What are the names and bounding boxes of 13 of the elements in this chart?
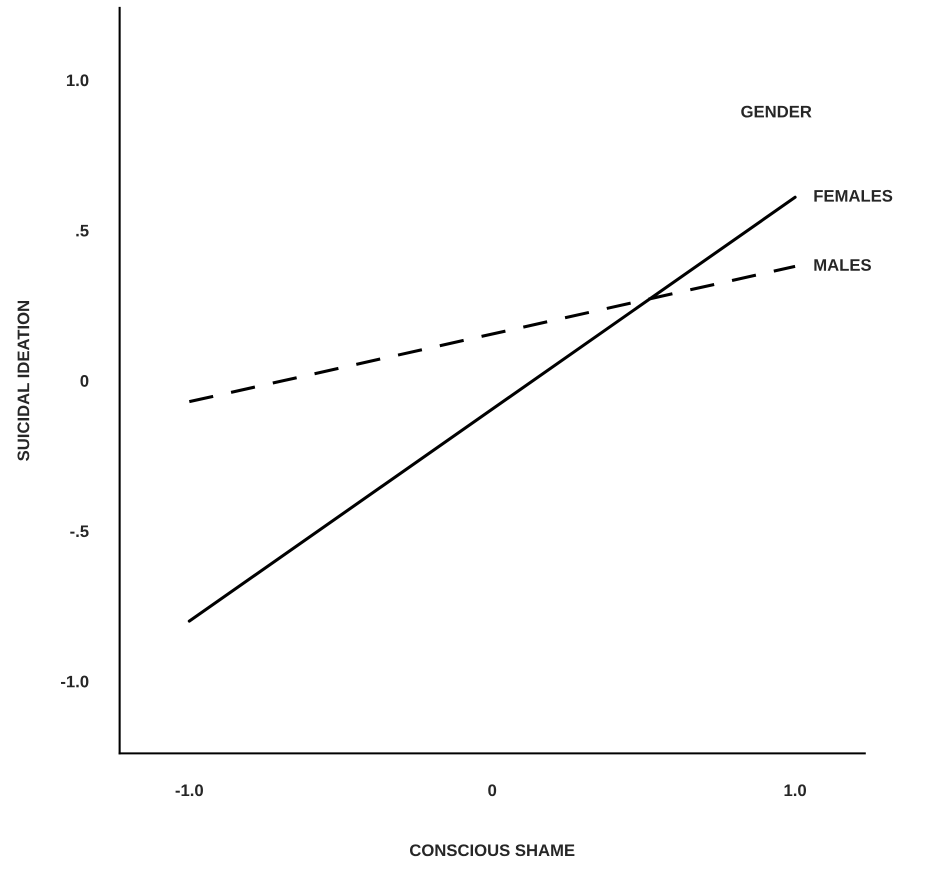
series-label: FEMALES: [814, 190, 892, 202]
legend-title: GENDER: [741, 106, 812, 118]
y-tick-label: 1.0: [66, 74, 88, 86]
x-axis-title: CONSCIOUS SHAME: [410, 844, 574, 856]
x-tick-label: 0: [488, 784, 496, 796]
series-label: MALES: [814, 259, 871, 271]
y-axis-title: SUICIDAL IDEATION: [17, 301, 30, 461]
x-tick-label: 1.0: [784, 784, 806, 796]
x-tick-label: -1.0: [176, 784, 203, 796]
y-tick-label: -.5: [70, 526, 89, 538]
y-tick-label: 0: [80, 375, 88, 387]
y-tick-label: .5: [76, 224, 89, 237]
y-tick-label: -1.0: [61, 676, 88, 688]
